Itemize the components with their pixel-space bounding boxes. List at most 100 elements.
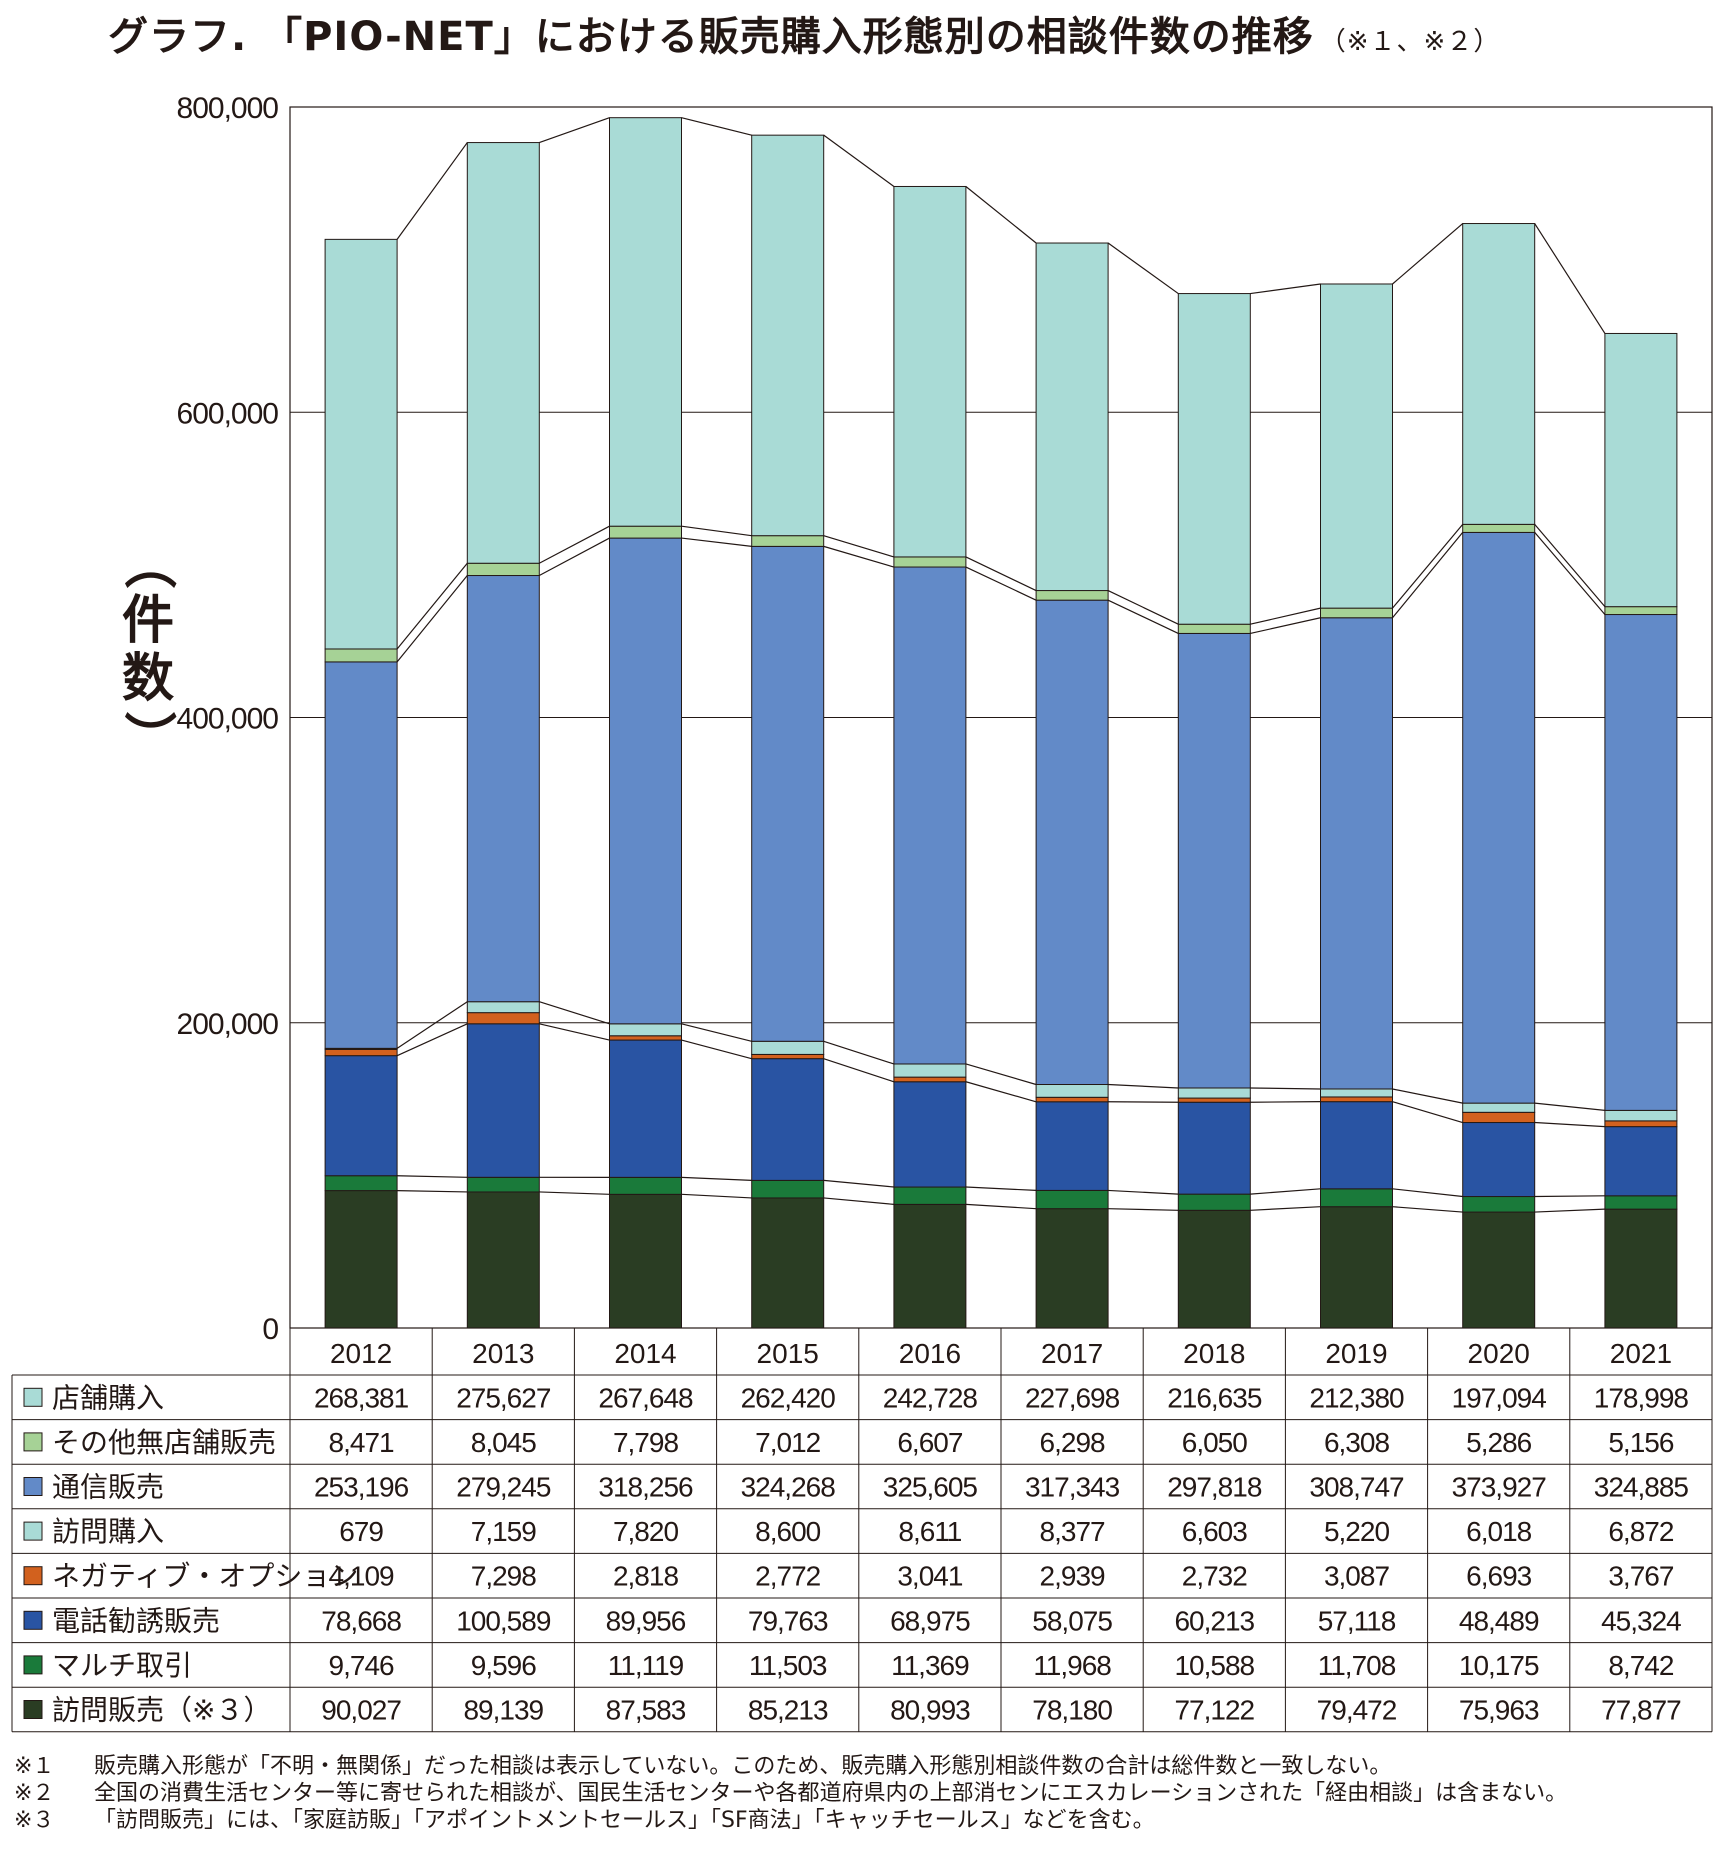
bar-訪問販売３-2012 — [324, 1190, 398, 1329]
connector-line — [539, 117, 610, 144]
bar-マルチ取引-2013 — [466, 1176, 540, 1193]
connector-line — [965, 566, 1037, 601]
bar-マルチ取引-2018 — [1177, 1193, 1251, 1211]
bar-電話勧誘販売-2017 — [1035, 1101, 1109, 1191]
legend-label-訪問購入: 訪問購入 — [52, 1516, 164, 1547]
data-label: 90,027 — [321, 1695, 401, 1726]
connector-line — [823, 134, 895, 187]
bar-その他無店舗販売-2019 — [1320, 607, 1393, 619]
bar-通信販売-2015 — [751, 545, 825, 1042]
connector-line — [681, 1039, 752, 1060]
legend-label-電話勧誘販売: 電話勧誘販売 — [52, 1605, 220, 1636]
footnote-3-mark: ※３ — [14, 1808, 55, 1833]
bar-訪問販売３-2021 — [1604, 1208, 1678, 1329]
bar-店舗購入-2021 — [1604, 332, 1678, 608]
data-label: 297,818 — [1167, 1472, 1262, 1503]
x-tick-label: 2021 — [1610, 1338, 1672, 1369]
data-label: 85,213 — [748, 1695, 828, 1726]
connector-line — [1534, 1195, 1605, 1198]
bar-マルチ取引-2016 — [893, 1186, 967, 1205]
bar-店舗購入-2020 — [1462, 223, 1536, 525]
data-label: 100,589 — [456, 1605, 551, 1636]
data-label: 3,041 — [897, 1561, 962, 1592]
bar-マルチ取引-2015 — [751, 1179, 825, 1199]
stacked-bar-chart: 0 200,000 400,000 600,000 800,000 （件数） 2012 201… — [11, 92, 1713, 1733]
data-label: 7,798 — [613, 1427, 678, 1458]
y-axis-label-char: 数 — [122, 650, 174, 708]
connector-line — [396, 1023, 468, 1057]
legend-label-店舗購入: 店舗購入 — [52, 1382, 164, 1413]
data-label: 275,627 — [456, 1382, 551, 1413]
data-label: 7,012 — [755, 1427, 820, 1458]
bar-訪問販売３-2016 — [893, 1203, 967, 1329]
data-label: 197,094 — [1452, 1382, 1547, 1413]
legend-swatch-訪問販売３ — [23, 1700, 43, 1719]
y-tick-label: 200,000 — [177, 1008, 279, 1041]
connector-line — [965, 1063, 1037, 1086]
connector-line — [1108, 1208, 1179, 1211]
bar-電話勧誘販売-2018 — [1177, 1101, 1251, 1195]
footnote-2-text: 全国の消費生活センター等に寄せられた相談が、国民生活センターや各都道府県内の上部… — [94, 1781, 1568, 1806]
bar-通信販売-2016 — [893, 566, 967, 1065]
connector-line — [539, 525, 610, 564]
bar-店舗購入-2018 — [1177, 293, 1251, 625]
connector-line — [965, 1186, 1037, 1192]
bar-ネガティブオプション-2018 — [1177, 1097, 1251, 1103]
bar-ネガティブオプション-2017 — [1035, 1096, 1109, 1103]
chart-title-text: グラフ. 「PIO-NET」における販売購入形態別の相談件数の推移 — [108, 14, 1314, 60]
connector-line — [965, 556, 1037, 592]
bar-通信販売-2018 — [1177, 632, 1251, 1089]
chart-title-note: （※１、※２） — [1319, 27, 1501, 57]
connector-line — [823, 1179, 894, 1188]
data-label: 8,471 — [329, 1427, 394, 1458]
data-label: 7,159 — [471, 1516, 536, 1547]
connector-line — [1534, 1102, 1605, 1111]
bar-店舗購入-2017 — [1035, 242, 1109, 592]
x-tick-label: 2019 — [1325, 1338, 1387, 1369]
data-label: 373,927 — [1452, 1472, 1547, 1503]
connector-line — [1108, 1189, 1179, 1195]
connector-line — [1108, 1083, 1179, 1089]
connector-line — [539, 537, 610, 577]
connector-line — [681, 1176, 752, 1181]
data-label: 5,156 — [1608, 1427, 1673, 1458]
bar-訪問販売３-2017 — [1035, 1208, 1109, 1329]
bar-その他無店舗販売-2015 — [751, 535, 825, 547]
legend-label-マルチ取引: マルチ取引 — [52, 1650, 192, 1681]
data-label: 6,050 — [1182, 1427, 1247, 1458]
bar-マルチ取引-2014 — [609, 1176, 682, 1195]
data-label: 60,213 — [1174, 1605, 1254, 1636]
footnote-3: ※３ 「訪問販売」には、「家庭訪販」「アポイントメントセールス」「SF商法」「キ… — [14, 1807, 1714, 1834]
data-label: 8,600 — [755, 1516, 820, 1547]
bar-店舗購入-2014 — [609, 117, 682, 527]
bar-訪問購入-2020 — [1462, 1102, 1536, 1113]
bar-訪問販売３-2019 — [1320, 1206, 1393, 1329]
data-label: 9,746 — [329, 1650, 394, 1681]
bar-通信販売-2014 — [609, 537, 682, 1025]
footnote-3-text: 「訪問販売」には、「家庭訪販」「アポイントメントセールス」「SF商法」「キャッチ… — [94, 1808, 1155, 1833]
connector-line — [1250, 1087, 1321, 1090]
bar-訪問購入-2021 — [1604, 1109, 1678, 1122]
bar-マルチ取引-2019 — [1320, 1188, 1393, 1208]
connector-line — [823, 545, 895, 568]
footnote-1-mark: ※１ — [14, 1754, 55, 1779]
data-label: 318,256 — [598, 1472, 693, 1503]
bar-その他無店舗販売-2021 — [1604, 606, 1678, 616]
data-label: 7,820 — [613, 1516, 678, 1547]
bar-ネガティブオプション-2020 — [1462, 1111, 1536, 1124]
y-tick-label: 0 — [262, 1313, 278, 1346]
connector-line — [965, 186, 1037, 244]
data-label: 679 — [339, 1516, 383, 1547]
bar-電話勧誘販売-2013 — [466, 1023, 540, 1178]
data-label: 267,648 — [598, 1382, 693, 1413]
connector-line — [823, 1197, 894, 1205]
bar-ネガティブオプション-2016 — [893, 1076, 967, 1083]
connector-line — [1107, 599, 1179, 634]
bar-その他無店舗販売-2013 — [466, 562, 540, 577]
bar-訪問販売３-2013 — [466, 1191, 540, 1329]
data-label: 325,605 — [883, 1472, 978, 1503]
data-label: 216,635 — [1167, 1382, 1262, 1413]
connector-line — [1107, 242, 1179, 295]
data-label: 2,939 — [1040, 1561, 1105, 1592]
data-label: 242,728 — [883, 1382, 978, 1413]
